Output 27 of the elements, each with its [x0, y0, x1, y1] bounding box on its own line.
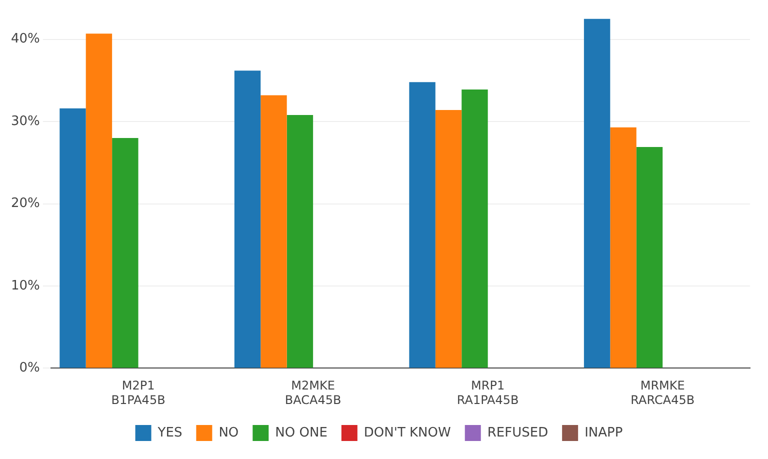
y-tick-label: 10% — [10, 278, 40, 294]
y-tick-label: 20% — [10, 196, 40, 212]
bar — [409, 82, 436, 368]
bar — [435, 110, 462, 368]
bar — [112, 138, 138, 368]
y-tick-label: 40% — [10, 32, 40, 47]
x-tick-label: MRP1 RA1PA45B — [456, 378, 519, 407]
bar — [286, 114, 314, 368]
legend-label: DON'T KNOW — [364, 425, 452, 440]
bar — [86, 34, 112, 368]
x-tick-label: M2P1 B1PA45B — [111, 378, 166, 407]
bar — [610, 127, 636, 368]
bar — [260, 95, 287, 368]
x-tick-label: M2MKE BACA45B — [284, 378, 342, 407]
bar — [234, 70, 261, 368]
y-tick-label: 0% — [19, 360, 40, 376]
y-tick-label: 30% — [10, 114, 40, 129]
bar — [636, 147, 663, 368]
bar — [584, 18, 610, 368]
legend-label: INAPP — [584, 425, 623, 440]
legend-label: YES — [156, 425, 182, 440]
legend-label: NO ONE — [275, 425, 328, 440]
legend-label: NO — [218, 425, 239, 440]
bar — [60, 108, 86, 368]
legend-label: REFUSED — [487, 425, 548, 440]
bar — [462, 90, 488, 368]
x-tick-label: MRMKE RARCA45B — [630, 378, 695, 407]
